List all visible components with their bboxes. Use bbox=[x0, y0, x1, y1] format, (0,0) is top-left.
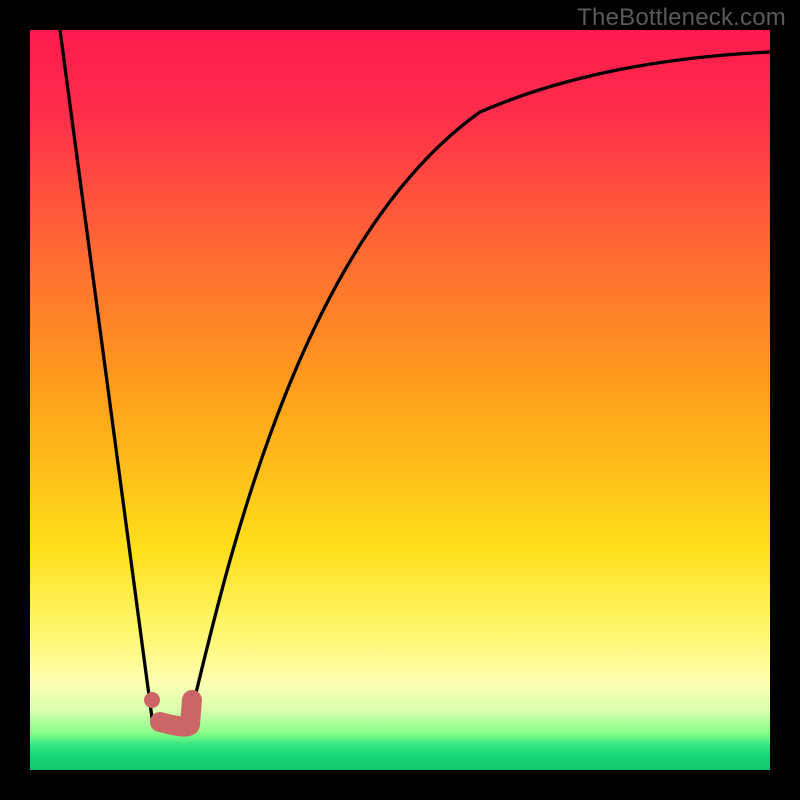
optimal-marker-dot bbox=[144, 692, 160, 708]
chart-stage: TheBottleneck.com bbox=[0, 0, 800, 800]
plot-background bbox=[30, 30, 770, 770]
bottleneck-curve-chart bbox=[0, 0, 800, 800]
watermark-text: TheBottleneck.com bbox=[577, 4, 786, 32]
